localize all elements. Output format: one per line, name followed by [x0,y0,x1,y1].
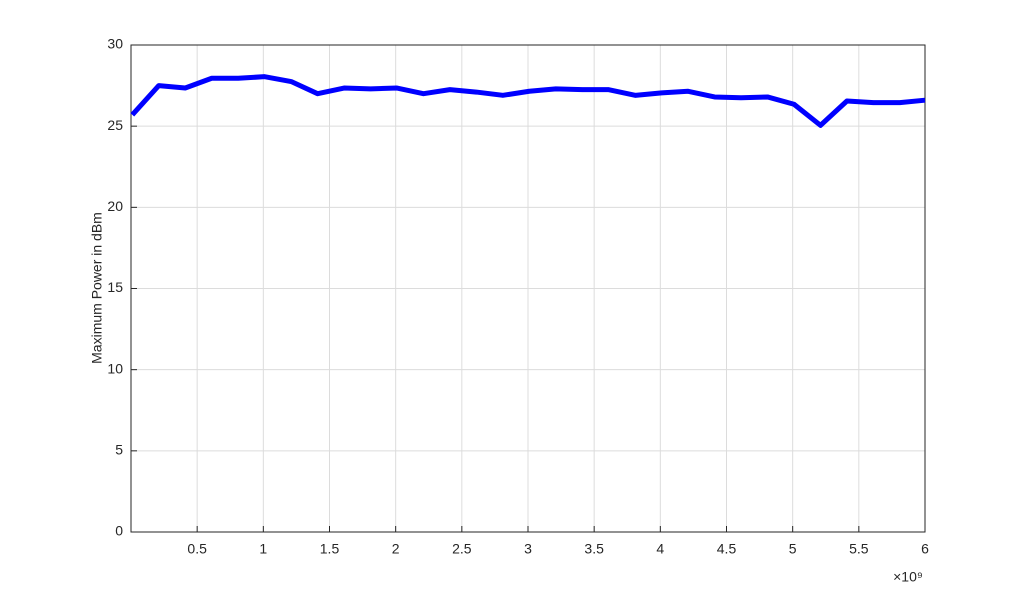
x-tick-label: 2.5 [452,541,472,557]
x-tick-label: 0.5 [187,541,207,557]
y-tick-label: 0 [115,523,123,539]
x-tick-label: 4 [656,541,664,557]
y-tick-label: 30 [107,36,123,52]
x-tick-label: 6 [921,541,929,557]
y-tick-label: 25 [107,117,123,133]
x-multiplier-label: ×10⁹ [893,569,923,585]
y-tick-label: 5 [115,442,123,458]
x-tick-label: 2 [392,541,400,557]
y-tick-label: 15 [107,279,123,295]
x-tick-label: 3 [524,541,532,557]
y-axis-label: Maximum Power in dBm [89,212,105,364]
y-tick-label: 10 [107,360,123,376]
x-tick-label: 5.5 [849,541,869,557]
x-tick-label: 1.5 [320,541,340,557]
plot-frame [130,44,926,533]
data-line [130,74,926,128]
x-tick-label: 3.5 [584,541,604,557]
x-tick-label: 1 [259,541,267,557]
x-tick-label: 4.5 [717,541,737,557]
x-tick-label: 5 [789,541,797,557]
y-tick-label: 20 [107,198,123,214]
